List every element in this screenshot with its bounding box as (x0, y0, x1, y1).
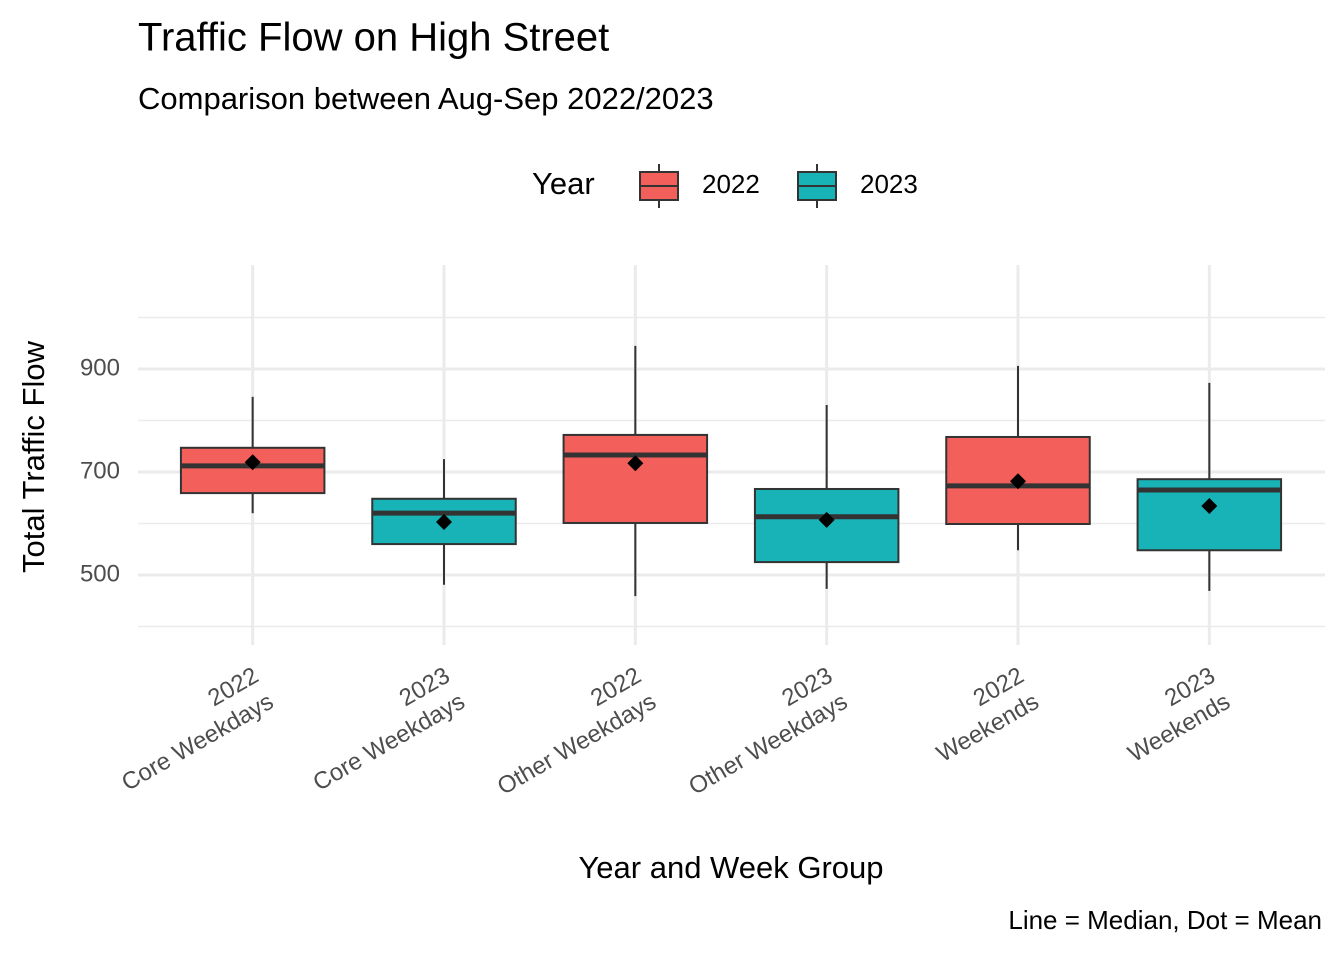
x-tick-label: 2023Weekends (1109, 662, 1235, 768)
mean-point (818, 511, 835, 528)
x-tick-line: Other Weekdays (684, 688, 852, 801)
x-tick-label: 2022Core Weekdays (102, 662, 278, 797)
y-axis-title: Total Traffic Flow (16, 340, 51, 573)
mean-point (1201, 497, 1218, 514)
legend-label: 2022 (702, 169, 760, 199)
mean-point (627, 455, 644, 472)
x-axis-title: Year and Week Group (578, 850, 883, 885)
legend-label: 2023 (860, 169, 918, 199)
legend-title: Year (532, 166, 595, 201)
chart-subtitle: Comparison between Aug-Sep 2022/2023 (138, 81, 714, 116)
box (562, 433, 709, 524)
x-tick-label: 2022Weekends (917, 662, 1043, 768)
chart-title: Traffic Flow on High Street (138, 16, 609, 60)
x-tick-label: 2023Other Weekdays (669, 662, 852, 801)
x-tick-line: Core Weekdays (117, 688, 278, 797)
y-tick-label: 900 (80, 354, 120, 381)
mean-point (1010, 473, 1026, 490)
x-tick-label: 2022Other Weekdays (478, 662, 661, 801)
x-tick-label: 2023Core Weekdays (294, 662, 470, 797)
mean-point (436, 513, 452, 530)
y-tick-label: 500 (80, 560, 120, 587)
x-tick-line: Other Weekdays (493, 688, 661, 801)
y-tick-label: 700 (80, 457, 120, 484)
caption: Line = Median, Dot = Mean (1008, 905, 1322, 935)
mean-point (244, 454, 261, 471)
x-tick-line: Core Weekdays (309, 688, 470, 797)
